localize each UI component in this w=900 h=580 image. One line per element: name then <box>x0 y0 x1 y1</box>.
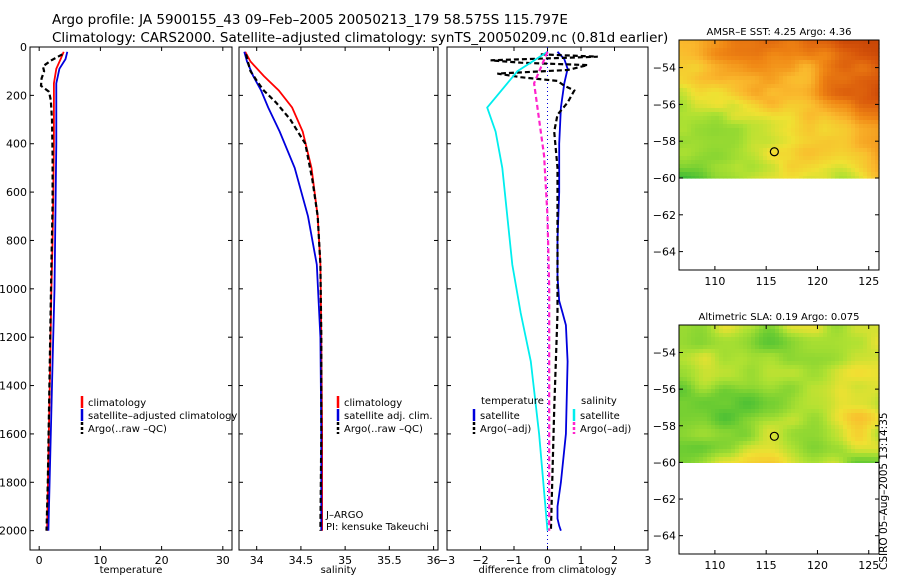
map-x-tick-label: 115 <box>756 275 777 288</box>
annotation-line: J–ARGO <box>325 510 363 521</box>
map-title: AMSR–E SST: 4.25 Argo: 4.36 <box>706 27 851 38</box>
y-tick-label: 1400 <box>0 380 27 393</box>
series-argo-raw-qc <box>39 53 63 531</box>
annotation-line: PI: kensuke Takeuchi <box>326 522 429 533</box>
y-tick-label: 1600 <box>0 428 27 441</box>
map-y-tick-label: −60 <box>653 172 676 185</box>
map-x-tick-label: 120 <box>807 559 828 572</box>
legend-title: temperature <box>481 396 544 407</box>
map-x-tick-label: 110 <box>704 275 725 288</box>
map-x-tick-label: 115 <box>756 559 777 572</box>
map-frame-sla-map <box>678 324 880 555</box>
x-tick-label: 35.5 <box>377 554 402 567</box>
plot-frame-temperature <box>29 46 233 551</box>
map-cells-sst-map <box>679 40 880 179</box>
x-tick-label: 35 <box>338 554 352 567</box>
map-y-tick-label: −56 <box>653 383 676 396</box>
series-temperature-argo-adj <box>490 53 598 531</box>
map-y-tick-label: −64 <box>653 246 676 259</box>
legend-label: satellite <box>480 411 520 422</box>
map-y-tick-label: −58 <box>653 420 676 433</box>
map-x-tick-label: 125 <box>858 559 879 572</box>
plot-frame-difference <box>446 46 649 551</box>
legend-label: Argo(–adj) <box>480 424 531 435</box>
x-axis-label: temperature <box>100 565 163 576</box>
legend-label: satellite–adjusted climatology <box>88 411 237 422</box>
y-tick-label: 1800 <box>0 476 27 489</box>
legend-label: satellite <box>580 411 620 422</box>
x-axis-label: salinity <box>321 565 357 576</box>
map-x-tick-label: 110 <box>704 559 725 572</box>
legend-label: satellite adj. clim. <box>344 411 433 422</box>
map-x-tick-label: 125 <box>858 275 879 288</box>
map-x-tick-label: 120 <box>807 275 828 288</box>
map-y-tick-label: −56 <box>653 98 676 111</box>
x-tick-label: 36 <box>427 554 441 567</box>
series-climatology <box>244 51 324 531</box>
map-y-tick-label: −62 <box>653 493 676 506</box>
y-tick-label: 1200 <box>0 331 27 344</box>
y-tick-label: 600 <box>6 186 27 199</box>
map-y-tick-label: −60 <box>653 456 676 469</box>
x-tick-label: 0 <box>36 554 43 567</box>
map-frame-sst-map <box>678 39 880 271</box>
y-tick-label: 800 <box>6 234 27 247</box>
series-salinity-argo-adj <box>532 51 551 531</box>
x-tick-label: 0 <box>544 554 551 567</box>
x-tick-label: 20 <box>155 554 169 567</box>
legend-label: Argo(..raw –QC) <box>344 424 423 435</box>
legend-label: climatology <box>88 398 146 409</box>
legend-label: Argo(–adj) <box>580 424 631 435</box>
x-tick-label: 3 <box>645 554 652 567</box>
y-tick-label: 2000 <box>0 525 27 538</box>
map-y-tick-label: −54 <box>653 62 676 75</box>
series-salinity-satellite <box>486 51 549 531</box>
x-tick-label: 2 <box>611 554 618 567</box>
map-y-tick-label: −62 <box>653 209 676 222</box>
legend-label: climatology <box>344 398 402 409</box>
figure-title-line1: Argo profile: JA 5900155_43 09–Feb–2005 … <box>52 12 568 28</box>
map-y-tick-label: −54 <box>653 346 676 359</box>
x-tick-label: 34 <box>250 554 264 567</box>
x-tick-label: −1 <box>506 554 522 567</box>
series-satellite-adj-clim <box>243 51 323 531</box>
argo-position-marker <box>769 431 779 441</box>
map-cells-sla-map <box>679 325 880 463</box>
x-tick-label: 34.5 <box>289 554 314 567</box>
map-y-tick-label: −64 <box>653 530 676 543</box>
x-tick-label: 1 <box>578 554 585 567</box>
x-axis-label: difference from climatology <box>479 565 617 576</box>
x-tick-label: 30 <box>216 554 230 567</box>
y-tick-label: 400 <box>6 138 27 151</box>
y-tick-label: 0 <box>20 41 27 54</box>
x-tick-label: −2 <box>472 554 488 567</box>
map-title: Altimetric SLA: 0.19 Argo: 0.075 <box>699 312 860 323</box>
series-argo-raw-qc <box>245 54 323 531</box>
argo-position-marker <box>769 147 779 157</box>
x-tick-label: −3 <box>439 554 455 567</box>
plot-frame-salinity <box>238 46 439 551</box>
legend-label: Argo(..raw –QC) <box>88 424 167 435</box>
map-y-tick-label: −58 <box>653 135 676 148</box>
legend-title: salinity <box>581 396 617 407</box>
series-satellite-adjusted-climatology <box>47 51 69 531</box>
series-temperature-satellite <box>556 51 569 531</box>
y-tick-label: 200 <box>6 89 27 102</box>
figure-title-line2: Climatology: CARS2000. Satellite–adjuste… <box>52 30 669 46</box>
y-tick-label: 1000 <box>0 283 27 296</box>
x-tick-label: 10 <box>93 554 107 567</box>
